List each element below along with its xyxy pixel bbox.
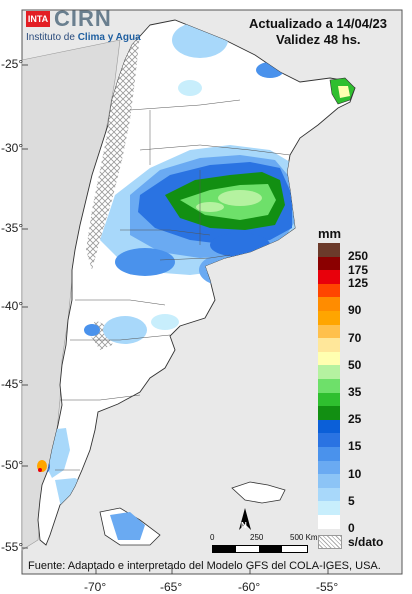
legend-entry: 25: [318, 406, 408, 427]
legend-entry: [318, 392, 408, 412]
legend-swatch: [318, 501, 340, 515]
legend-label: s/dato: [348, 534, 384, 549]
legend-label: 25: [348, 412, 362, 427]
north-arrow: N: [238, 508, 252, 534]
legend-entry: [318, 338, 408, 357]
legend-swatch: [318, 460, 340, 475]
legend-label: 50: [348, 357, 362, 372]
legend-label: 250: [348, 249, 369, 263]
cirn-subtitle: Instituto de Clima y Agua: [26, 32, 141, 43]
lat-label-30: -30°: [1, 141, 24, 155]
source-footer: Fuente: Adaptado e interpretado del Mode…: [28, 560, 381, 572]
legend-swatch: [318, 324, 340, 339]
legend-swatch: [318, 297, 340, 311]
legend-label: 5: [348, 493, 355, 508]
lon-label-70: -70°: [84, 580, 107, 594]
legend-entry: [318, 447, 408, 466]
lat-label-50: -50°: [1, 458, 24, 472]
legend-entry: [318, 311, 408, 330]
legend-label: 15: [348, 439, 362, 454]
cirn-logo-text: CIRN: [54, 6, 112, 31]
lat-label-40: -40°: [1, 299, 24, 313]
validity: Validez 48 hs.: [276, 32, 361, 47]
legend-entry: 250: [318, 243, 408, 263]
legend-swatch: [318, 243, 340, 257]
legend-swatch: [318, 270, 340, 284]
legend-entry: 35: [318, 379, 408, 399]
legend-entry: [318, 365, 408, 384]
legend-label: 90: [348, 303, 362, 318]
scale-label-250: 250: [250, 533, 264, 542]
scale-bar: 0 250 500 Km: [210, 533, 320, 563]
updated-date: Actualizado a 14/04/23: [249, 16, 388, 31]
legend-entry: 175: [318, 256, 408, 277]
lon-label-65: -65°: [160, 580, 183, 594]
legend-swatch: [318, 256, 340, 271]
legend-swatch: [318, 474, 340, 488]
legend-label: 35: [348, 385, 362, 399]
legend-swatch: [318, 534, 342, 549]
legend-swatch: [318, 433, 340, 447]
legend-label: 0: [348, 521, 355, 535]
legend-entry: 90: [318, 297, 408, 318]
lat-label-25: -25°: [1, 57, 24, 71]
lat-label-35: -35°: [1, 221, 24, 235]
legend-entry: 70: [318, 324, 408, 345]
lon-label-55: -55°: [316, 580, 339, 594]
inta-cirn-logo: INTA CIRN Instituto de Clima y Agua: [26, 6, 141, 48]
legend-entry: 125: [318, 270, 408, 291]
legend-swatch: [318, 311, 340, 325]
legend-entry: s/dato: [318, 534, 408, 554]
inta-logo: INTA: [26, 11, 50, 27]
legend-unit: mm: [318, 226, 342, 241]
legend-entry: 0: [318, 515, 408, 535]
legend-swatch: [318, 338, 340, 352]
north-arrow-icon: [239, 508, 251, 530]
scale-label-500: 500 Km: [290, 533, 318, 542]
legend-swatch: [318, 365, 340, 379]
scale-bar-graphic: [212, 545, 308, 553]
legend-swatch: [318, 419, 340, 434]
legend-swatch: [318, 487, 340, 502]
legend-swatch: [318, 392, 340, 407]
legend-swatch: [318, 447, 340, 461]
lat-label-45: -45°: [1, 377, 24, 391]
legend-entry: [318, 419, 408, 439]
legend-entry: 10: [318, 460, 408, 481]
legend-swatch: [318, 351, 340, 366]
legend-entry: [318, 283, 408, 303]
legend-swatch: [318, 379, 340, 393]
lon-label-60: -60°: [238, 580, 261, 594]
legend-swatch: [318, 283, 340, 298]
legend-label: 70: [348, 330, 362, 345]
scale-label-0: 0: [210, 533, 215, 542]
legend-entry: 5: [318, 487, 408, 508]
legend-label: 175: [348, 262, 369, 277]
legend-swatch: [318, 406, 340, 420]
legend-entry: 50: [318, 351, 408, 372]
legend-label: 125: [348, 276, 369, 291]
legend-entry: [318, 501, 408, 520]
legend-entry: 15: [318, 433, 408, 454]
legend-swatch: [318, 515, 340, 529]
lat-label-55: -55°: [1, 540, 24, 554]
legend-label: 10: [348, 466, 362, 481]
legend-entry: [318, 474, 408, 493]
